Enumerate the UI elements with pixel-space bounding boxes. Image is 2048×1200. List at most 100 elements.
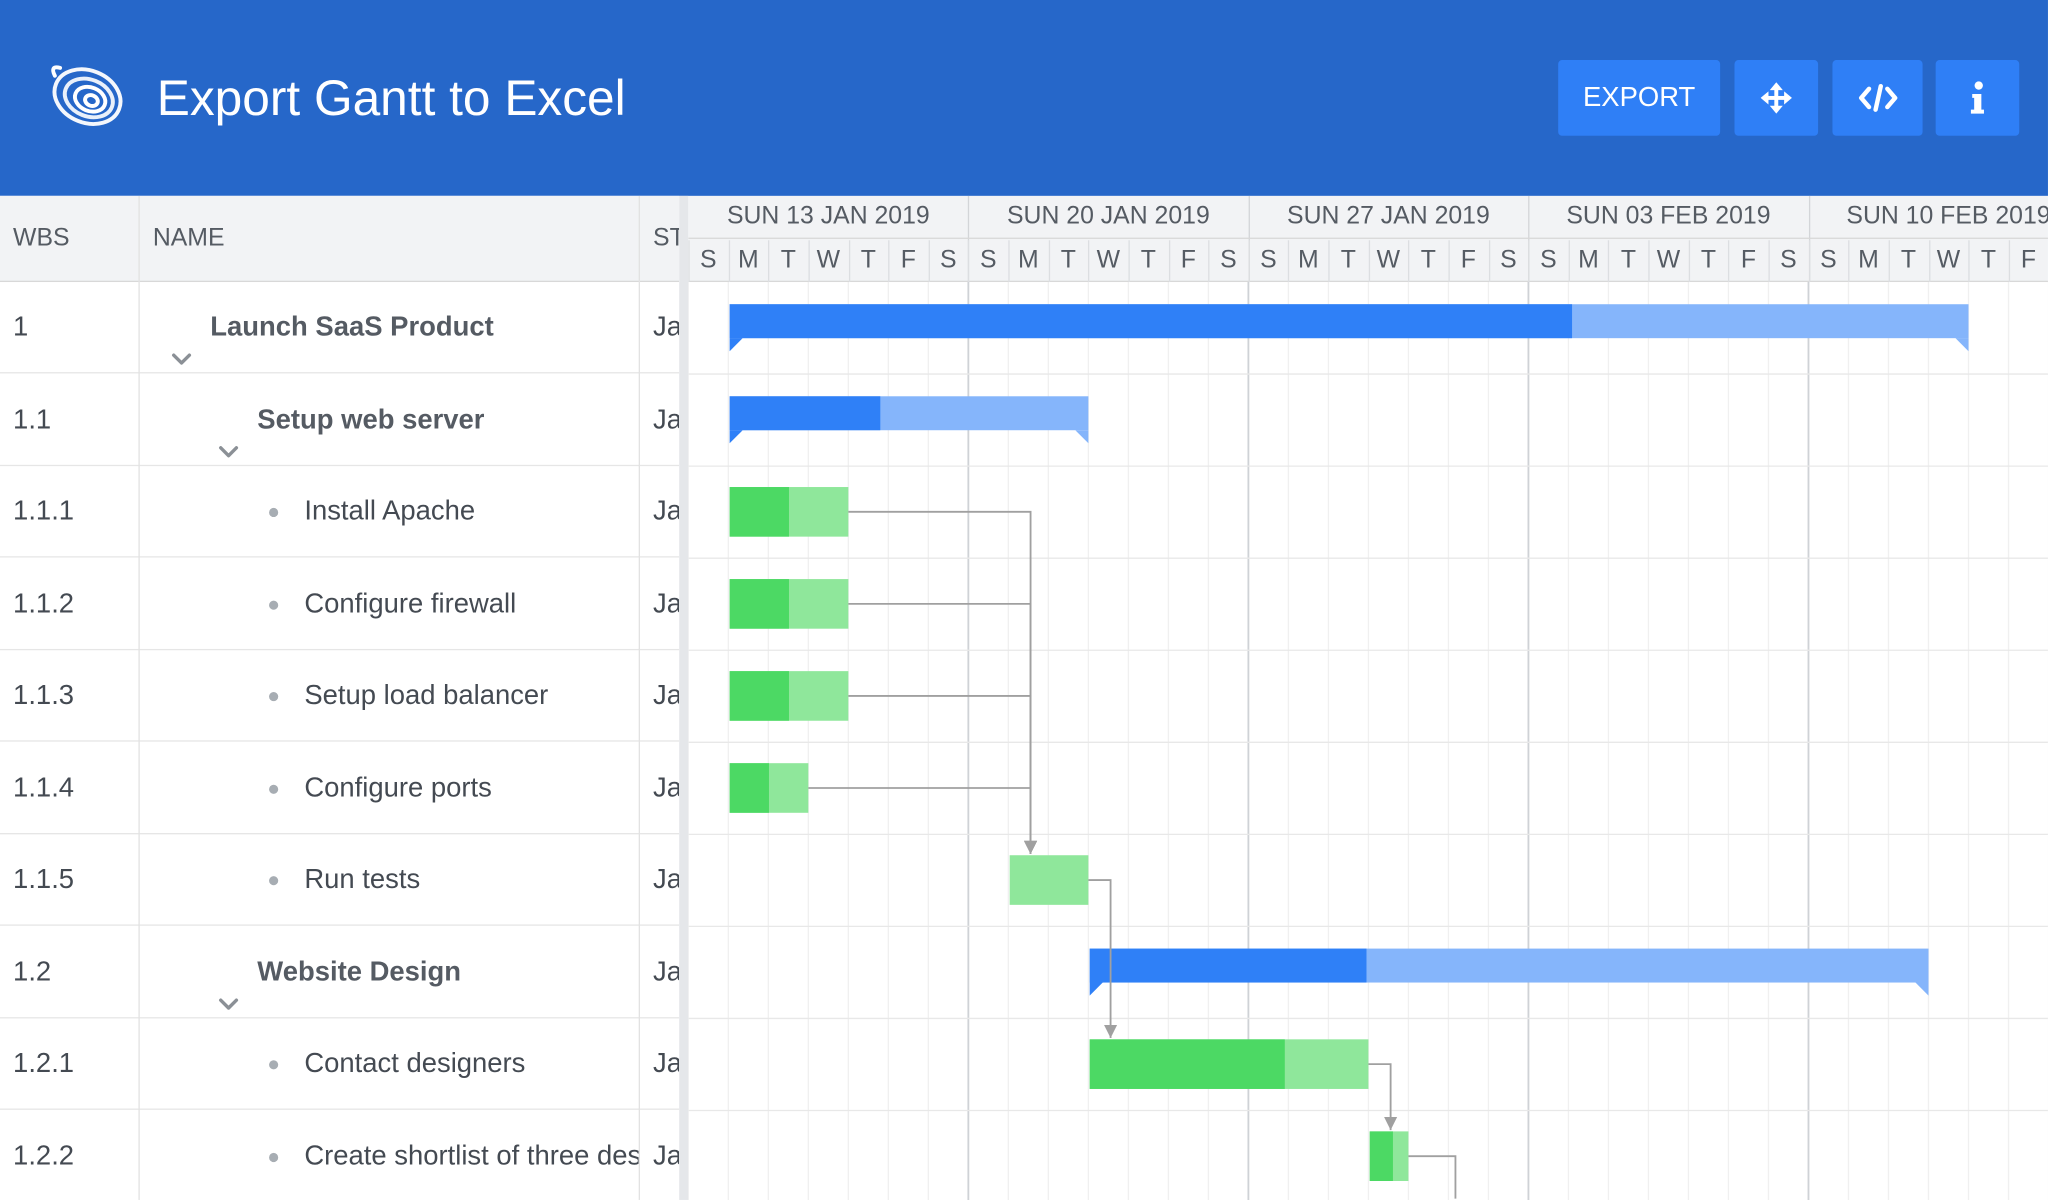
bullet-icon [269,1060,279,1070]
day-label: F [900,246,916,275]
app-header: Export Gantt to Excel EXPORT [0,0,2048,196]
embed-code-button[interactable] [1832,60,1923,136]
start-date-cell: Ja [653,956,680,987]
name-cell: Configure firewall [140,558,639,649]
chevron-down-icon[interactable] [218,960,239,1010]
day-divider [1568,240,1570,283]
table-row[interactable]: 1.1.1 Install Apache Ja [0,466,680,558]
day-divider [1928,240,1930,283]
day-divider [1608,240,1610,283]
day-label: M [1017,246,1039,275]
summary-start-marker [729,430,743,444]
task-bar[interactable] [1009,855,1089,905]
dependency-line[interactable] [848,602,1032,854]
week-label: SUN 20 JAN 2019 [1006,202,1210,230]
column-header-start[interactable]: ST [653,224,679,253]
table-row[interactable]: 1.2.1 Contact designers Ja [0,1018,680,1110]
name-cell: Configure ports [140,742,639,833]
table-row[interactable]: 1.1.5 Run tests Ja [0,834,680,926]
task-name[interactable]: Install Apache [304,496,476,527]
summary-bar[interactable] [729,304,1969,352]
day-divider [1368,240,1370,283]
dependency-line[interactable] [848,695,1032,854]
day-label: T [1420,246,1436,275]
bullet-icon [269,784,279,794]
dependency-arrow [1384,1117,1398,1131]
day-label: T [1620,246,1636,275]
day-label: W [1656,246,1681,275]
table-row[interactable]: 1.1.2 Configure firewall Ja [0,558,680,650]
bullet-icon [269,876,279,886]
table-row[interactable]: 1.1.4 Configure ports Ja [0,742,680,834]
summary-bar[interactable] [729,396,1089,444]
task-name[interactable]: Setup web server [257,404,485,435]
task-bar[interactable] [729,763,809,813]
day-divider [848,240,850,283]
dependency-line[interactable] [808,787,1032,854]
dependency-line[interactable] [1368,1063,1392,1131]
dependency-line[interactable] [848,510,1032,854]
gantt-timeline: SUN 13 JAN 2019 S M T W T F S SUN 20 JAN 2019 S M T… [688,195,2048,1200]
wbs-cell: 1.1.1 [13,496,75,527]
table-row[interactable]: 1.2 Website Design Ja [0,926,680,1018]
day-label: S [1500,246,1517,275]
dependency-arrow [1024,840,1038,854]
move-button[interactable] [1734,60,1819,136]
table-row[interactable]: 1.1.3 Setup load balancer Ja [0,650,680,742]
table-row[interactable]: 1.1 Setup web server Ja [0,374,680,466]
task-name[interactable]: Configure ports [304,772,492,803]
swirl-logo-icon [47,57,125,133]
task-name[interactable]: Setup load balancer [304,680,549,711]
app-title: Export Gantt to Excel [156,71,626,127]
column-separator[interactable] [138,195,140,1200]
export-button[interactable]: EXPORT [1558,60,1721,136]
day-divider [1048,240,1050,283]
start-date-cell: Ja [653,496,680,527]
day-label: F [2020,246,2037,275]
bar-progress [729,763,769,813]
task-bar[interactable] [729,579,849,629]
task-grid: WBS NAME ST 1 Launch SaaS Product Ja 1.1 Set… [0,195,680,1200]
dependency-line[interactable] [1088,879,1112,1039]
task-bar[interactable] [1369,1131,1409,1182]
day-divider [968,240,970,283]
bar-progress [729,487,789,537]
day-divider [1688,240,1690,283]
task-name[interactable]: Website Design [257,956,462,987]
bar-progress [729,396,881,431]
task-name[interactable]: Create shortlist of three designers [304,1140,638,1171]
day-label: S [1820,246,1837,275]
task-name[interactable]: Run tests [304,864,421,895]
name-cell: Setup web server [140,374,639,465]
chevron-down-icon[interactable] [171,316,192,365]
task-name[interactable]: Launch SaaS Product [210,312,494,343]
task-name[interactable]: Contact designers [304,1048,526,1079]
day-divider [1728,240,1730,283]
chevron-down-icon[interactable] [218,408,239,457]
week-divider [1528,195,1530,283]
column-separator[interactable] [638,195,640,1200]
table-row[interactable]: 1 Launch SaaS Product Ja [0,282,680,374]
day-divider [888,240,890,283]
task-bar[interactable] [729,671,849,721]
name-cell: Create shortlist of three designers [140,1110,639,1199]
summary-bar[interactable] [1089,948,1929,996]
dependency-links [808,510,1457,1199]
bar-progress [729,671,789,721]
task-bar[interactable] [1089,1039,1369,1089]
table-row[interactable]: 1.2.2 Create shortlist of three designers… [0,1110,679,1199]
dependency-line[interactable] [1408,1155,1457,1199]
panel-splitter[interactable] [679,195,689,1200]
task-name[interactable]: Configure firewall [304,588,517,619]
day-label: T [1700,246,1717,275]
day-label: S [1780,246,1797,275]
column-header-name[interactable]: NAME [152,224,225,253]
task-bar[interactable] [729,487,849,537]
day-label: S [1260,246,1277,275]
week-label: SUN 13 JAN 2019 [726,202,930,230]
column-header-wbs[interactable]: WBS [13,224,70,253]
info-button[interactable] [1935,60,2020,136]
name-cell: Run tests [140,834,639,925]
day-divider [1088,240,1090,283]
week-divider [968,195,970,283]
